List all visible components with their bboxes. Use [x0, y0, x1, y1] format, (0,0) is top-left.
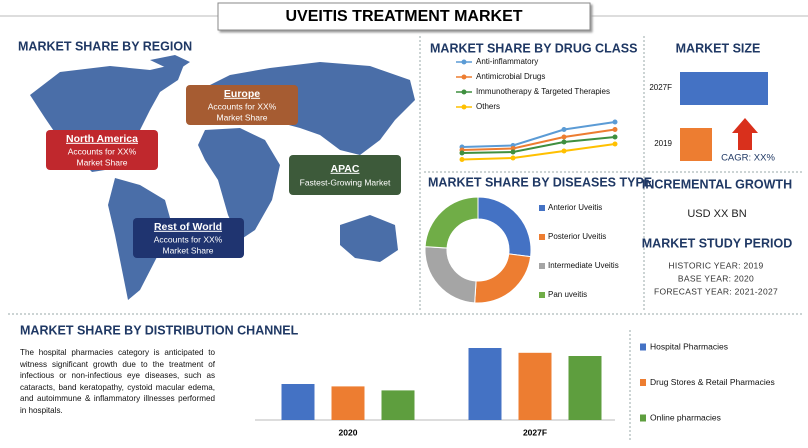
series-line	[461, 128, 616, 151]
legend-label: Anti-inflammatory	[476, 57, 538, 66]
point	[561, 127, 567, 132]
point	[510, 146, 516, 151]
point	[561, 139, 567, 145]
point	[510, 149, 516, 155]
bar	[331, 386, 365, 420]
legend-label: Online pharmacies	[650, 412, 721, 422]
point	[612, 127, 618, 132]
legend-swatch	[640, 379, 646, 386]
growth-arrow	[732, 118, 758, 150]
legend-swatch	[539, 263, 545, 269]
donut-slice	[474, 253, 532, 304]
legend-swatch	[539, 205, 545, 211]
legend-swatch	[539, 234, 545, 240]
legend-marker	[461, 59, 467, 65]
region-text: Market Share	[216, 112, 267, 122]
series-line	[461, 136, 616, 154]
legend-label: Immunotherapy & Targeted Therapies	[476, 87, 610, 96]
series-line	[461, 143, 616, 161]
legend-swatch	[539, 292, 545, 298]
region-text: Accounts for XX%	[208, 101, 277, 111]
point	[561, 134, 567, 140]
bar	[568, 356, 602, 420]
incremental-value: USD XX BN	[687, 208, 746, 220]
region-name: North America	[66, 133, 138, 145]
x-tick-label: 2027F	[523, 427, 547, 437]
page-title: UVEITIS TREATMENT MARKET	[285, 8, 522, 25]
title-box	[217, 2, 591, 31]
x-tick-label: 2020	[339, 427, 358, 437]
region-name: APAC	[331, 163, 360, 175]
bar-label: 2027F	[649, 83, 672, 92]
chart-title: MARKET SHARE BY DISEASES TYPE	[428, 175, 652, 189]
section-heading: INCREMENTAL GROWTH	[642, 177, 792, 191]
bar	[518, 352, 552, 420]
region-box: North America Accounts for XX% Market Sh…	[46, 130, 158, 170]
bar	[281, 384, 315, 420]
legend-label: Posterior Uveitis	[548, 232, 606, 241]
donut-slice	[477, 196, 532, 258]
chart-title: MARKET SHARE BY DRUG CLASS	[430, 41, 637, 55]
legend-marker	[461, 74, 467, 80]
region-text: Accounts for XX%	[154, 234, 223, 244]
study-line: BASE YEAR: 2020	[678, 273, 754, 283]
region-text: Market Share	[76, 157, 127, 167]
legend-label: Pan uveitis	[548, 290, 587, 299]
region-text: Accounts for XX%	[68, 146, 137, 156]
series-line	[461, 121, 616, 148]
point	[561, 148, 567, 154]
legend-marker	[461, 104, 467, 110]
bar	[381, 390, 415, 420]
legend-label: Drug Stores & Retail Pharmacies	[650, 377, 775, 387]
legend-label: Intermediate Uveitis	[548, 261, 619, 270]
donut-slice	[424, 246, 477, 304]
region-text: Market Share	[162, 245, 213, 255]
study-line: HISTORIC YEAR: 2019	[668, 260, 763, 270]
point	[459, 157, 465, 162]
donut-slice	[424, 196, 479, 249]
section-heading: MARKET STUDY PERIOD	[642, 236, 792, 250]
bar	[680, 72, 768, 105]
description: The hospital pharmacies category is anti…	[20, 348, 215, 415]
point	[612, 134, 618, 140]
region-name: Europe	[224, 88, 260, 100]
bar	[468, 348, 502, 420]
region-box: APAC Fastest-Growing Market	[289, 155, 401, 195]
point	[612, 119, 618, 125]
bar	[680, 128, 712, 161]
section-heading: MARKET SHARE BY REGION	[18, 39, 192, 53]
legend-label: Antimicrobial Drugs	[476, 72, 545, 81]
study-line: FORECAST YEAR: 2021-2027	[654, 286, 778, 296]
region-text: Fastest-Growing Market	[300, 177, 391, 187]
chart-title: MARKET SIZE	[676, 41, 761, 55]
cagr: CAGR: XX%	[721, 153, 775, 164]
bar-label: 2019	[654, 139, 672, 148]
legend-swatch	[640, 343, 646, 351]
region-name: Rest of World	[154, 221, 222, 233]
point	[459, 150, 465, 156]
region-box: Rest of World Accounts for XX% Market Sh…	[133, 218, 244, 258]
legend-marker	[461, 89, 467, 95]
chart-title: MARKET SHARE BY DISTRIBUTION CHANNEL	[20, 323, 299, 337]
legend-label: Hospital Pharmacies	[650, 341, 728, 351]
point	[612, 141, 618, 147]
legend-label: Others	[476, 102, 500, 111]
legend-swatch	[640, 414, 646, 422]
region-box: Europe Accounts for XX% Market Share	[186, 85, 298, 125]
legend-label: Anterior Uveitis	[548, 203, 602, 212]
point	[510, 155, 516, 161]
